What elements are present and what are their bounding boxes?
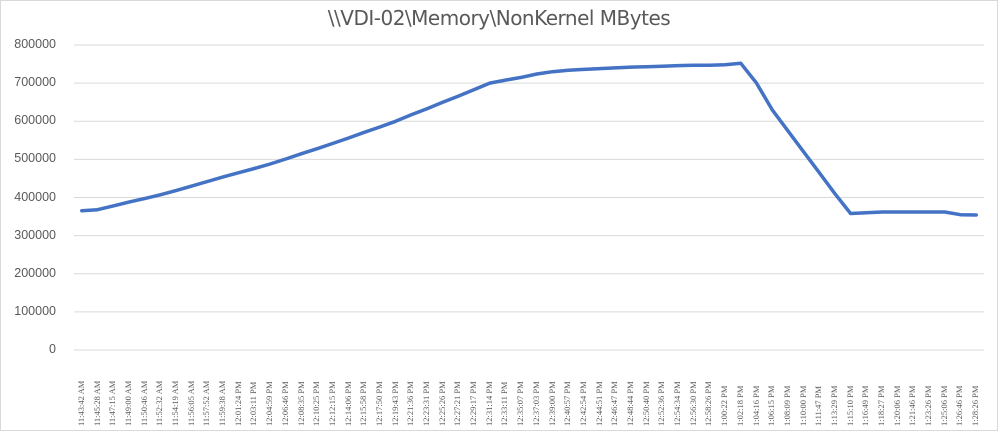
- x-tick-label: 12:27:21 PM: [452, 381, 463, 426]
- y-tick-label: 800000: [14, 37, 56, 51]
- x-tick-label: 11:57:52 AM: [201, 380, 212, 426]
- x-tick-label: 12:04:59 PM: [264, 381, 275, 426]
- x-tick-label: 1:11:47 PM: [813, 385, 824, 426]
- x-tick-label: 12:48:44 PM: [624, 381, 635, 426]
- x-tick-label: 11:45:28 AM: [91, 380, 102, 426]
- x-tick-label: 1:15:10 PM: [844, 385, 855, 426]
- chart-title: \\VDI-02\Memory\NonKernel MBytes: [327, 6, 671, 30]
- x-tick-label: 12:12:15 PM: [326, 381, 337, 426]
- x-tick-label: 12:08:35 PM: [295, 381, 306, 426]
- x-tick-label: 11:47:15 AM: [107, 380, 118, 426]
- x-tick-label: 1:18:27 PM: [876, 385, 887, 426]
- x-tick-label: 1:08:09 PM: [781, 385, 792, 426]
- x-tick-label: 12:17:50 PM: [373, 381, 384, 426]
- x-tick-label: 12:15:58 PM: [358, 381, 369, 426]
- x-tick-label: 1:00:22 PM: [719, 385, 730, 426]
- x-tick-label: 12:54:34 PM: [672, 381, 683, 426]
- x-tick-label: 11:54:19 AM: [169, 380, 180, 426]
- x-tick-label: 1:04:16 PM: [750, 385, 761, 426]
- y-tick-label: 600000: [14, 113, 56, 128]
- x-tick-label: 1:20:06 PM: [891, 385, 902, 426]
- x-tick-label: 12:50:40 PM: [640, 381, 651, 426]
- x-tick-label: 12:46:47 PM: [609, 381, 620, 426]
- y-tick-label: 400000: [14, 189, 56, 204]
- x-tick-label: 12:58:26 PM: [703, 381, 714, 426]
- x-tick-label: 12:03:11 PM: [248, 381, 259, 426]
- x-tick-label: 11:56:05 AM: [185, 380, 196, 426]
- x-tick-label: 12:25:26 PM: [436, 381, 447, 426]
- x-tick-label: 12:10:25 PM: [311, 381, 322, 426]
- x-tick-label: 12:35:07 PM: [515, 381, 526, 426]
- gridlines: [74, 44, 984, 351]
- x-tick-label: 1:26:46 PM: [954, 385, 965, 426]
- x-tick-label: 12:40:57 PM: [562, 381, 573, 426]
- y-tick-label: 200000: [14, 265, 56, 280]
- y-tick-label: 0: [49, 342, 56, 356]
- y-tick-label: 700000: [14, 75, 56, 90]
- x-tick-label: 12:23:31 PM: [421, 381, 432, 426]
- x-tick-label: 11:49:00 AM: [122, 380, 133, 426]
- x-tick-label: 12:06:46 PM: [279, 381, 290, 426]
- x-tick-label: 11:52:32 AM: [154, 380, 165, 426]
- x-tick-label: 1:25:06 PM: [938, 385, 949, 426]
- x-tick-label: 1:06:15 PM: [766, 385, 777, 426]
- x-tick-label: 1:02:18 PM: [734, 385, 745, 426]
- y-tick-label: 300000: [14, 227, 56, 242]
- x-tick-label: 12:44:51 PM: [593, 381, 604, 426]
- x-tick-label: 12:39:00 PM: [546, 381, 557, 426]
- x-tick-label: 12:42:54 PM: [577, 381, 588, 426]
- x-tick-label: 12:56:30 PM: [687, 381, 698, 426]
- y-tick-label: 100000: [14, 303, 56, 318]
- x-tick-label: 1:21:46 PM: [907, 385, 918, 426]
- x-tick-label: 11:50:46 AM: [138, 380, 149, 426]
- x-tick-label: 12:19:43 PM: [389, 381, 400, 426]
- x-tick-label: 1:16:49 PM: [860, 385, 871, 426]
- x-tick-label: 11:43:42 AM: [75, 380, 86, 426]
- x-tick-label: 1:23:26 PM: [923, 385, 934, 426]
- x-tick-label: 12:37:03 PM: [530, 381, 541, 426]
- x-tick-label: 12:21:36 PM: [405, 381, 416, 426]
- y-tick-label: 500000: [14, 151, 56, 166]
- x-tick-label: 12:29:17 PM: [468, 381, 479, 426]
- x-tick-label: 11:59:38 AM: [217, 380, 228, 426]
- x-tick-label: 12:31:14 PM: [483, 381, 494, 426]
- x-tick-label: 12:14:06 PM: [342, 381, 353, 426]
- x-tick-label: 1:28:26 PM: [970, 385, 981, 426]
- x-tick-label: 12:01:24 PM: [232, 381, 243, 426]
- x-tick-label: 1:10:00 PM: [797, 385, 808, 426]
- x-tick-label: 12:33:11 PM: [499, 381, 510, 426]
- data-line: [80, 61, 978, 217]
- x-tick-label: 1:13:29 PM: [828, 385, 839, 426]
- x-tick-label: 12:52:36 PM: [656, 381, 667, 426]
